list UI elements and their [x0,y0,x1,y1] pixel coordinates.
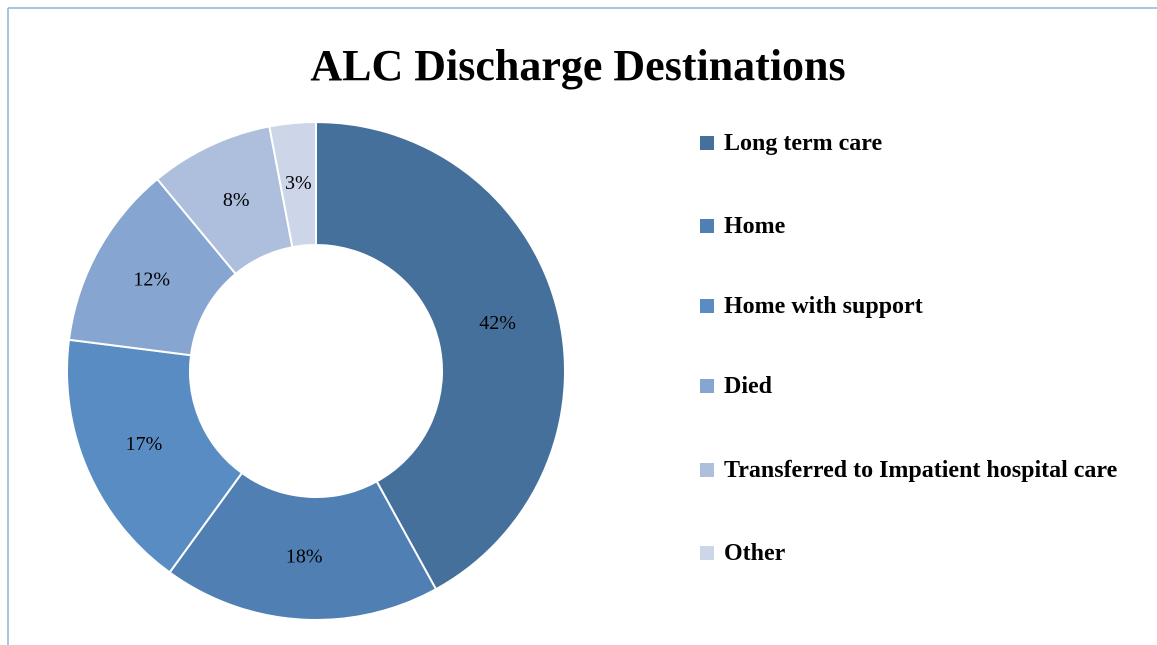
donut-slice [168,471,438,621]
legend-label: Transferred to Impatient hospital care [724,457,1118,483]
legend-swatch [700,546,714,560]
legend-item: Home with support [700,287,923,325]
legend-item: Other [700,534,785,572]
legend-swatch [700,136,714,150]
legend-item: Home [700,207,785,245]
donut-slice [66,338,244,574]
data-label: 42% [479,312,516,334]
donut-slice [268,120,317,249]
legend-swatch [700,379,714,393]
legend-label: Died [724,373,772,399]
legend-label: Home with support [724,293,923,319]
legend-swatch [700,299,714,313]
legend-label: Home [724,213,786,239]
legend-label: Other [724,540,786,566]
data-label: 3% [285,172,312,194]
donut-slice [315,120,566,591]
legend-swatch [700,219,714,233]
data-label: 18% [286,546,323,568]
legend-item: Transferred to Impatient hospital care [700,451,1117,489]
data-label: 8% [223,189,250,211]
legend-item: Died [700,367,772,405]
data-label: 12% [133,268,170,290]
legend-swatch [700,463,714,477]
legend-item: Long term care [700,124,882,162]
legend-label: Long term care [724,130,883,156]
chart-title: ALC Discharge Destinations [310,41,845,90]
data-label: 17% [126,433,163,455]
